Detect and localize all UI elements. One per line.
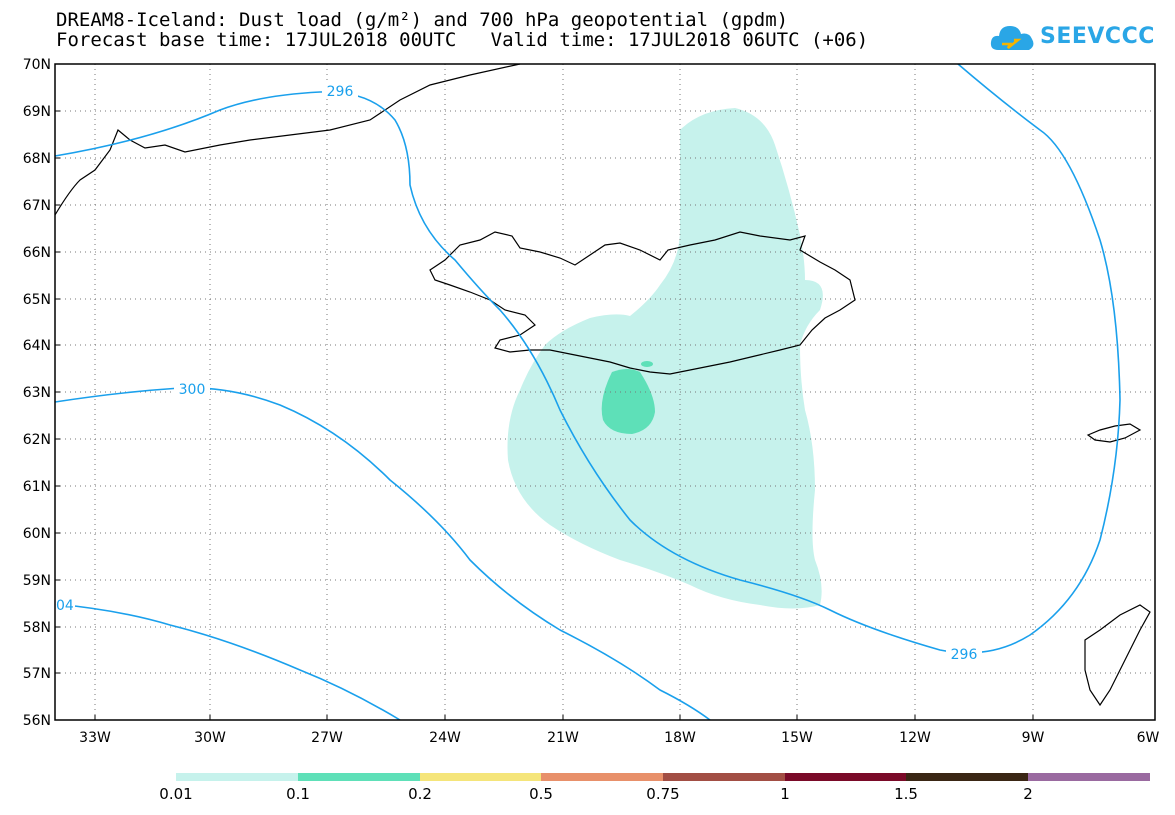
tick-marks — [55, 63, 1034, 720]
cloud-icon — [990, 26, 1034, 50]
seevccc-logo: SEEVCCC — [988, 18, 1154, 58]
iceland-coast — [429, 231, 856, 375]
contour-label-296-north: 296 — [327, 84, 354, 100]
lon-label: 30W — [194, 730, 226, 746]
contour-label-300: 300 — [179, 382, 206, 398]
colorbar-segment — [1028, 773, 1150, 781]
longitude-labels: 33W 30W 27W 24W 21W 18W 15W 12W 9W 6W — [79, 730, 1159, 746]
grid-lines — [55, 64, 1155, 720]
lat-label: 63N — [23, 385, 51, 401]
dust-spot-small — [641, 361, 653, 367]
colorbar-segment — [906, 773, 1028, 781]
colorbar-segment — [541, 773, 663, 781]
latitude-labels: 70N 69N 68N 67N 66N 65N 64N 63N 62N 61N … — [23, 57, 51, 729]
lat-label: 66N — [23, 245, 51, 261]
lat-label: 59N — [23, 573, 51, 589]
colorbar-label: 1.5 — [894, 785, 918, 803]
lon-label: 15W — [781, 730, 813, 746]
colorbar-segment — [785, 773, 906, 781]
lon-label: 6W — [1137, 730, 1160, 746]
lat-label: 62N — [23, 432, 51, 448]
logo-text: SEEVCCC — [1040, 24, 1155, 49]
map-title: DREAM8-Iceland: Dust load (g/m²) and 700… — [56, 9, 789, 31]
lon-label: 21W — [547, 730, 579, 746]
lat-label: 57N — [23, 666, 51, 682]
lat-label: 60N — [23, 526, 51, 542]
forecast-time-line: Forecast base time: 17JUL2018 00UTC Vali… — [56, 29, 869, 51]
contour-label-296-south: 296 — [951, 647, 978, 663]
lon-label: 18W — [664, 730, 696, 746]
contour-296-west — [54, 63, 1121, 654]
colorbar-label: 0.2 — [408, 785, 432, 803]
lat-label: 56N — [23, 713, 51, 729]
colorbar-segment — [663, 773, 785, 781]
lon-label: 33W — [79, 730, 111, 746]
colorbar-label: 0.75 — [646, 785, 680, 803]
lon-label: 9W — [1022, 730, 1045, 746]
lat-label: 67N — [23, 198, 51, 214]
lat-label: 69N — [23, 104, 51, 120]
colorbar-segment — [176, 773, 298, 781]
faroe-coast — [1086, 423, 1142, 443]
colorbar-label: 1 — [780, 785, 790, 803]
colorbar-segment — [420, 773, 541, 781]
lon-label: 27W — [311, 730, 343, 746]
greenland-coast — [54, 63, 521, 216]
lat-label: 65N — [23, 292, 51, 308]
lat-label: 70N — [23, 57, 51, 73]
contour-labels: 296 300 04 296 — [55, 82, 982, 663]
coastlines — [54, 63, 1151, 707]
colorbar-label: 0.5 — [529, 785, 553, 803]
contour-304 — [54, 603, 401, 721]
colorbar-label: 2 — [1023, 785, 1033, 803]
contour-label-304: 04 — [56, 598, 74, 614]
colorbar-segment — [298, 773, 420, 781]
colorbar-label: 0.01 — [159, 785, 193, 803]
lat-label: 58N — [23, 620, 51, 636]
lon-label: 12W — [899, 730, 931, 746]
lat-label: 61N — [23, 479, 51, 495]
scotland-coast — [1084, 604, 1151, 707]
lat-label: 64N — [23, 338, 51, 354]
lat-label: 68N — [23, 151, 51, 167]
dust-area-medium — [601, 369, 655, 434]
lon-label: 24W — [429, 730, 461, 746]
colorbar-label: 0.1 — [286, 785, 310, 803]
